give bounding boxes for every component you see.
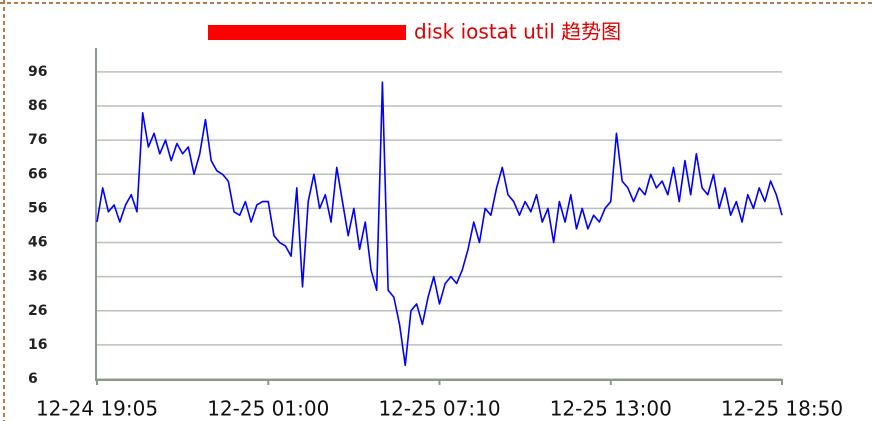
x-tick-label: 12-25 01:00 <box>207 397 329 421</box>
x-tick-label: 12-24 19:05 <box>36 397 158 421</box>
y-tick-label: 66 <box>28 166 47 182</box>
y-tick-label: 76 <box>28 132 47 148</box>
y-tick-label: 26 <box>28 303 47 319</box>
redaction <box>208 25 406 40</box>
x-tick-label: 12-25 07:10 <box>378 397 500 421</box>
y-tick-label: 56 <box>28 200 47 216</box>
y-tick-label: 6 <box>28 371 38 387</box>
y-tick-label: 86 <box>28 98 47 114</box>
y-tick-label: 36 <box>28 269 47 285</box>
chart-title: disk iostat util 趋势图 <box>414 20 621 44</box>
y-tick-label: 16 <box>28 337 47 353</box>
y-tick-label: 46 <box>28 235 47 251</box>
data-line <box>96 81 783 367</box>
y-tick-label: 96 <box>28 64 47 80</box>
x-tick-label: 12-25 13:00 <box>550 397 672 421</box>
x-tick-label: 12-25 18:50 <box>721 397 843 421</box>
